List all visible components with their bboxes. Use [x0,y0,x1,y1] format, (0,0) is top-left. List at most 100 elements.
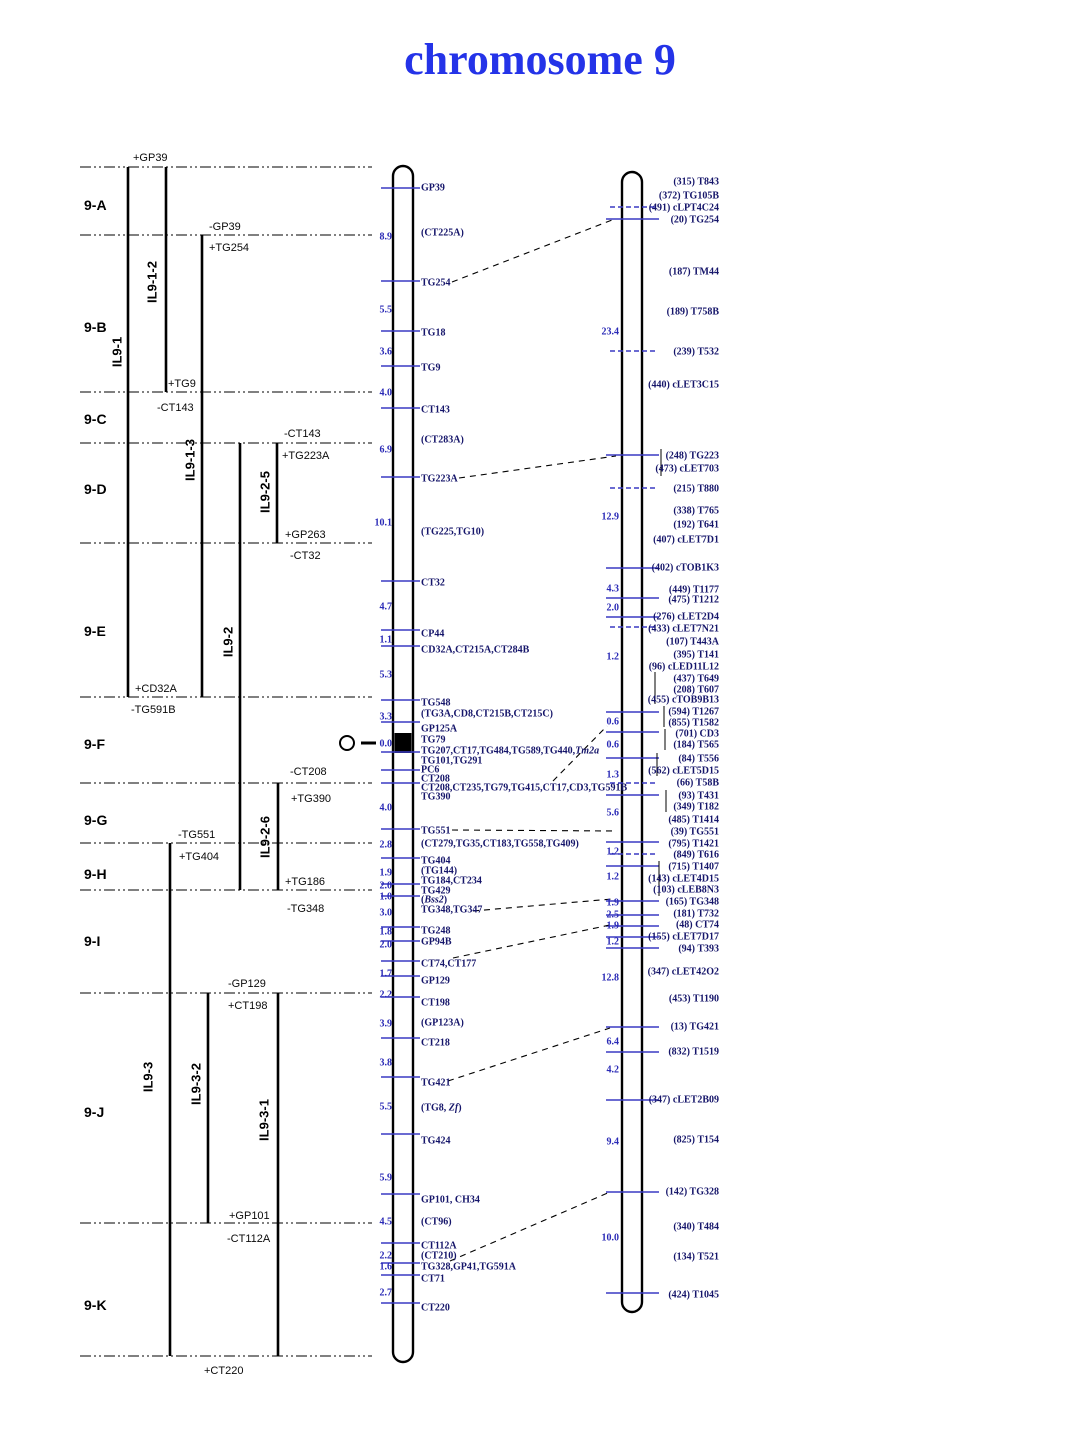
distance-label: 1.2 [606,651,620,663]
marker-label: CT208,CT235,TG79,TG415,CT17,CD3,TG591B [421,782,628,794]
distance-label: 2.2 [379,1250,393,1262]
bin-label: 9-K [84,1297,107,1313]
distance-label: 2.0 [379,939,393,951]
marker-label: GP129 [421,975,450,987]
marker-label: (96) cLED11L12 [648,661,719,673]
distance-label: 9.4 [606,1136,620,1148]
marker-label: (208) T607 [673,684,719,696]
segment-endpoint-label: -CT32 [290,550,321,562]
segment-endpoint-label: -TG591B [131,704,176,716]
marker-label: (48) CT74 [675,919,719,931]
distance-label: 0.6 [606,739,620,751]
segment-endpoint-label: -TG348 [287,903,325,915]
distance-label: 23.4 [601,326,620,338]
marker-label: TG207,CT17,TG484,TG589,TG440,Tm2a [421,745,600,757]
marker-label: (Bss2) [421,894,448,906]
il-segment-label-il9-1-3: IL9-1-3 [182,439,198,481]
distance-label: 5.5 [379,1101,393,1113]
marker-label: (347) cLET42O2 [647,966,719,978]
marker-label: (39) TG551 [670,826,719,838]
distance-label: 3.6 [379,346,393,358]
homolog-connector-line [552,725,608,782]
distance-label: 1.9 [606,897,620,909]
distance-label: 4.2 [606,1064,620,1076]
segment-endpoint-label: +TG254 [209,242,250,254]
marker-label: CT143 [421,404,450,416]
marker-label: (562) cLET5D15 [648,765,719,777]
bin-label: 9-G [84,812,108,828]
distance-label: 12.8 [601,972,620,984]
distance-label: 1.9 [379,867,393,879]
marker-label: (347) cLET2B09 [648,1094,719,1106]
marker-label: (192) T641 [673,519,719,531]
distance-label: 1.8 [379,926,393,938]
distance-label: 2.2 [379,989,393,1001]
distance-label: 3.3 [379,711,393,723]
distance-label: 4.0 [379,387,393,399]
marker-label: GP101, CH34 [421,1194,480,1206]
segment-endpoint-label: +CD32A [135,683,177,695]
marker-label: (189) T758B [666,306,719,318]
marker-label: (402) cTOB1K3 [651,562,719,574]
segment-endpoint-label: +TG390 [291,793,332,805]
distance-label: 1.1 [379,634,393,646]
il-segment-label-il9-2-6: IL9-2-6 [257,816,273,858]
homolog-connector-line [472,898,613,912]
distance-label: 4.0 [379,802,393,814]
marker-label: (395) T141 [673,649,719,661]
marker-label: (475) T1212 [668,594,719,606]
marker-label: (13) TG421 [670,1021,719,1033]
distance-label: 4.7 [379,601,393,613]
marker-label: (825) T154 [673,1134,719,1146]
marker-label: CT112A [421,1240,457,1252]
distance-label: 10.1 [374,517,393,529]
segment-endpoint-label: -TG551 [178,829,216,841]
marker-label: (276) cLET2D4 [653,611,719,623]
marker-label: (66) T58B [676,777,719,789]
marker-label: (338) T765 [673,505,719,517]
marker-label: (832) T1519 [668,1046,719,1058]
marker-label: (437) T649 [673,673,719,685]
distance-label: 4.5 [379,1216,393,1228]
segment-endpoint-label: +TG404 [179,851,220,863]
distance-label: 1.3 [606,769,620,781]
marker-label: TG348,TG347 [421,904,483,916]
distance-label: 5.9 [379,1172,393,1184]
marker-label: (187) TM44 [668,266,719,278]
marker-label: (239) T532 [673,346,719,358]
distance-label: 3.0 [379,907,393,919]
marker-label: PC6 [421,764,440,776]
bin-label: 9-D [84,481,107,497]
homolog-connector-line [452,924,611,959]
distance-label: 5.5 [379,304,393,316]
marker-label: (20) TG254 [670,214,719,226]
marker-label: CT74,CT177 [421,958,477,970]
segment-endpoint-label: +TG223A [282,450,330,462]
marker-label: (134) T521 [673,1251,719,1263]
page-title: chromosome 9 [404,35,676,84]
segment-endpoint-label: +GP101 [229,1210,270,1222]
marker-label: (84) T556 [678,753,719,765]
distance-label: 8.9 [379,231,393,243]
marker-label: TG424 [421,1135,451,1147]
homolog-connector-line [458,455,617,479]
marker-label: (440) cLET3C15 [648,379,719,391]
marker-label: (594) T1267 [668,706,719,718]
segment-endpoint-label: +CT198 [228,1000,268,1012]
marker-label: (455) cTOB9B13 [647,694,719,706]
marker-label: (215) T880 [673,483,719,495]
marker-label: (TG8, Zf) [421,1102,462,1114]
marker-label: (715) T1407 [668,861,719,873]
marker-label: (94) T393 [678,943,719,955]
marker-label: (315) T843 [673,176,719,188]
distance-label: 2.8 [379,839,393,851]
marker-label: (CT96) [421,1216,452,1228]
distance-label: 3.9 [379,1018,393,1030]
marker-label: TG404 [421,855,451,867]
marker-label: (855) T1582 [668,717,719,729]
bin-label: 9-B [84,319,107,335]
marker-label: (433) cLET7N21 [648,623,719,635]
segment-endpoint-label: +GP263 [285,529,326,541]
marker-label: (248) TG223 [665,450,719,462]
distance-label: 6.9 [379,444,393,456]
